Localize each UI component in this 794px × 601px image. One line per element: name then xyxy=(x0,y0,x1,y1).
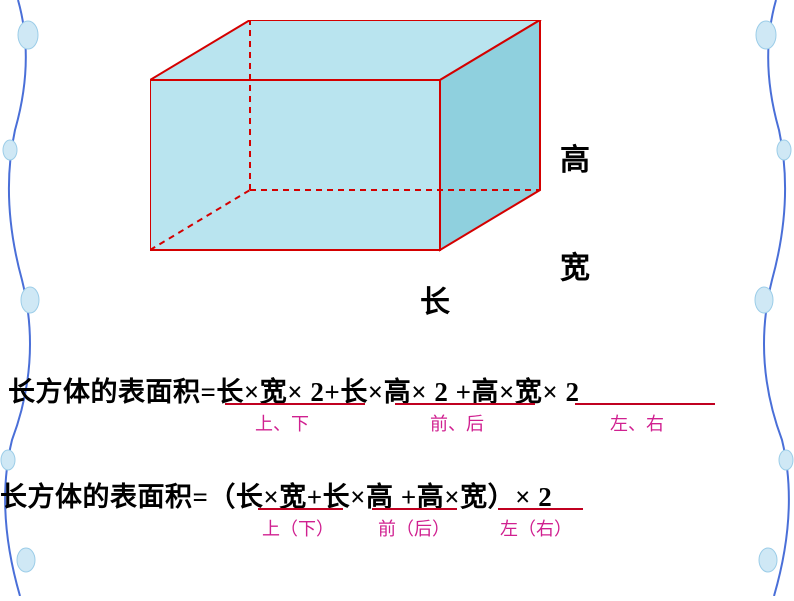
f2-a2: 前（后） xyxy=(378,515,450,541)
f2-ul3 xyxy=(498,508,583,510)
f1-a2: 前、后 xyxy=(430,410,484,436)
f2-prefix: 长方体的表面积= xyxy=(0,482,208,512)
f1-a1: 上、下 xyxy=(255,410,309,436)
f1-ul3 xyxy=(575,403,715,405)
f1-a3: 左、右 xyxy=(610,410,664,436)
f2-ul1 xyxy=(258,508,343,510)
cuboid-diagram xyxy=(150,20,560,275)
label-height: 高 xyxy=(560,135,590,179)
f1-ul1 xyxy=(225,403,365,405)
f2-ul2 xyxy=(372,508,457,510)
f2-a1: 上（下） xyxy=(262,515,334,541)
decor-right-svg xyxy=(744,0,794,596)
decor-right xyxy=(744,0,794,596)
f1-prefix: 长方体的表面积= xyxy=(8,377,216,407)
f2-a3: 左（右） xyxy=(500,515,572,541)
f2-open: （ xyxy=(208,482,236,512)
cuboid-svg xyxy=(150,20,560,270)
f1-ul2 xyxy=(395,403,535,405)
label-length: 长 xyxy=(420,277,450,321)
label-width: 宽 xyxy=(560,243,590,287)
